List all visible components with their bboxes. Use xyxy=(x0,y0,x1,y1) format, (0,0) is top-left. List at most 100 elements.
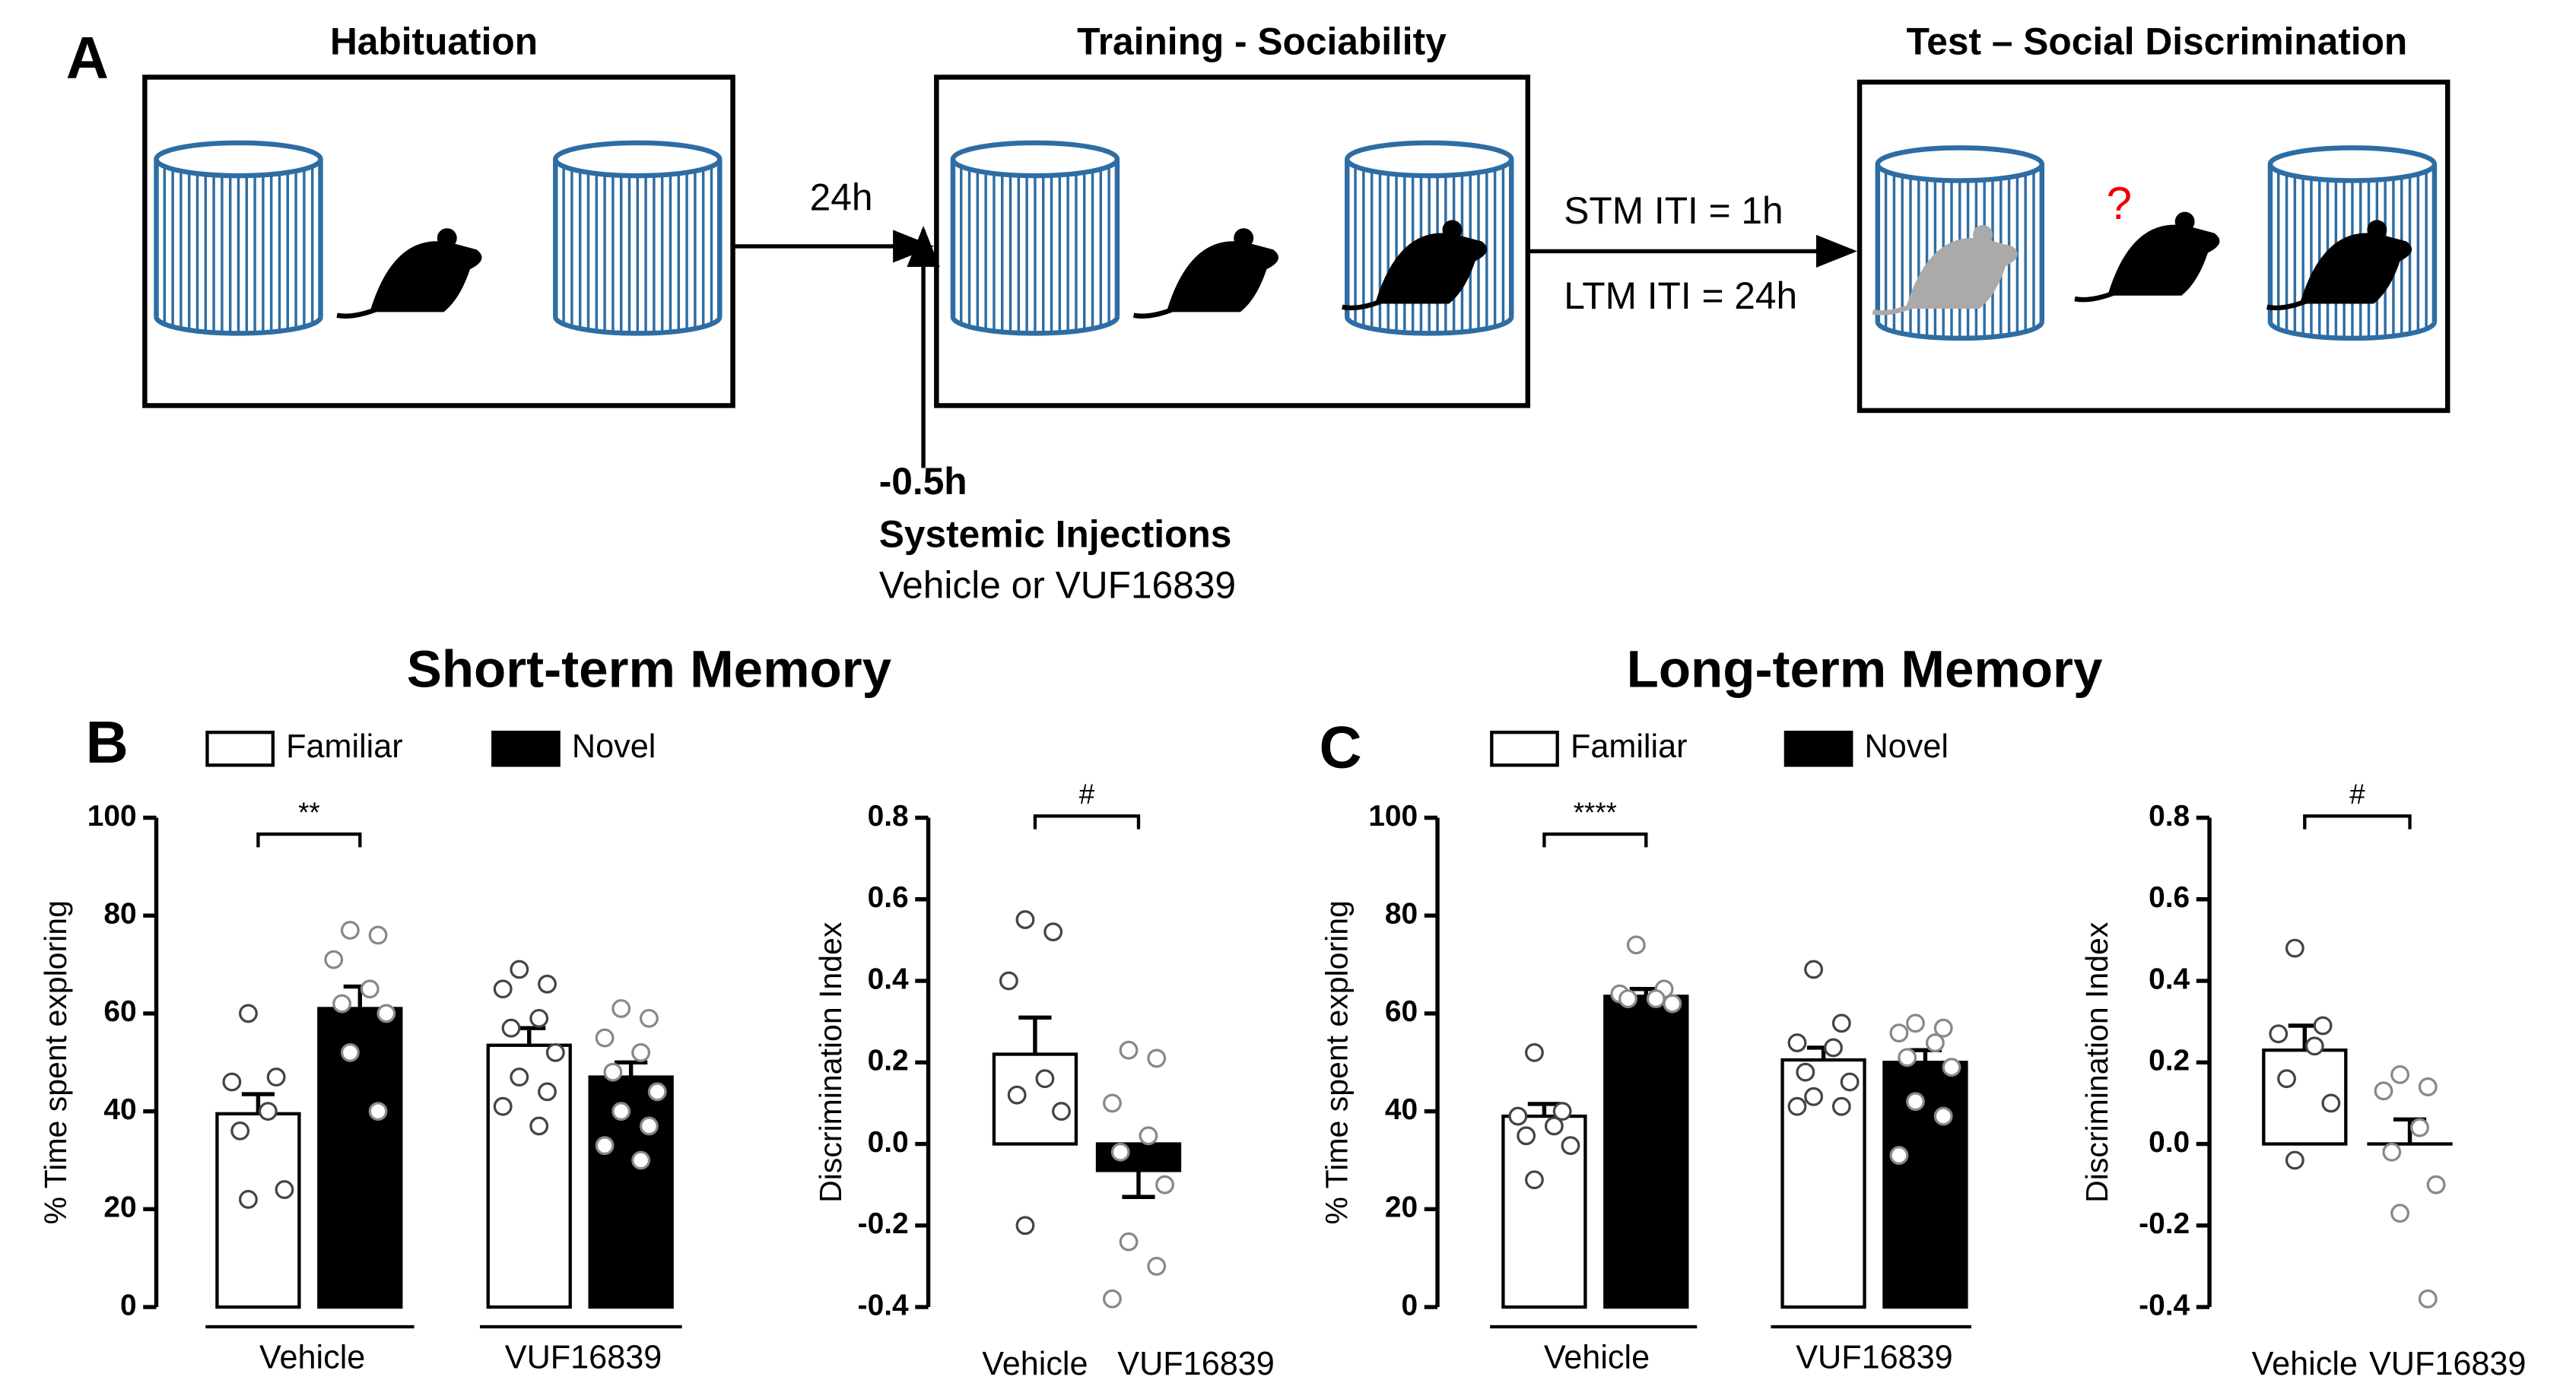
x-tick-label: Vehicle xyxy=(982,1346,1088,1382)
y-tick-label: 80 xyxy=(103,897,136,930)
section-title: Short-term Memory xyxy=(407,639,892,699)
data-point xyxy=(222,1072,242,1092)
data-point xyxy=(2321,1093,2341,1113)
data-point xyxy=(368,925,388,945)
y-tick-label: 20 xyxy=(103,1191,136,1224)
data-point xyxy=(1804,1087,1823,1106)
data-point xyxy=(2277,1069,2296,1089)
bar xyxy=(992,1052,1078,1146)
data-point xyxy=(639,1008,659,1028)
x-tick-label: Vehicle xyxy=(2252,1346,2358,1382)
data-point xyxy=(545,1042,565,1062)
injection-title: Systemic Injections xyxy=(879,512,1232,555)
mouse xyxy=(1905,237,2018,309)
y-tick-label: -0.4 xyxy=(2139,1289,2190,1321)
data-point xyxy=(1831,1014,1851,1033)
cage-top xyxy=(553,140,723,179)
y-tick-label: 0.4 xyxy=(868,963,909,995)
delay-label: 24h xyxy=(810,176,873,219)
mouse-ear xyxy=(1442,220,1463,240)
cage-bottom xyxy=(1345,316,1514,336)
data-point xyxy=(647,1082,667,1102)
data-point xyxy=(538,1082,557,1102)
data-point xyxy=(1147,1048,1167,1068)
data-point xyxy=(1007,1085,1027,1105)
y-tick-label: 0.6 xyxy=(2149,881,2190,914)
mouse-ear xyxy=(2367,220,2387,240)
data-point xyxy=(2418,1077,2438,1096)
data-point xyxy=(501,1018,521,1038)
legend-label: Novel xyxy=(1865,728,1949,765)
y-axis-label: % Time spent exploring xyxy=(38,900,73,1224)
y-tick-label: 0.8 xyxy=(868,800,909,833)
data-point xyxy=(1525,1042,1544,1062)
data-point xyxy=(1824,1038,1843,1058)
data-point xyxy=(340,1042,360,1062)
data-point xyxy=(2304,1036,2324,1056)
panel-label: B xyxy=(86,710,129,776)
iti-label: LTM ITI = 24h xyxy=(1564,274,1797,317)
data-point xyxy=(1618,989,1637,1009)
bar xyxy=(1603,995,1689,1309)
y-tick-label: 0 xyxy=(120,1289,137,1321)
y-tick-label: 0.6 xyxy=(868,881,909,914)
bar xyxy=(588,1075,674,1309)
significance-bracket xyxy=(2303,814,2412,830)
mouse-ear xyxy=(1973,224,1993,245)
arena xyxy=(142,75,735,408)
y-tick-label: -0.4 xyxy=(858,1289,909,1321)
cage-bottom xyxy=(154,316,323,336)
data-point xyxy=(239,1190,258,1209)
mouse-tail xyxy=(2266,298,2309,311)
bar xyxy=(1095,1142,1182,1172)
mouse-tail xyxy=(1132,306,1176,319)
panel-label: A xyxy=(66,26,109,91)
mouse xyxy=(370,241,482,312)
data-point xyxy=(1942,1058,1961,1077)
cage-bottom xyxy=(1875,321,2045,341)
data-point xyxy=(2285,1150,2304,1170)
significance-bracket xyxy=(1033,814,1141,830)
data-point xyxy=(1119,1232,1139,1251)
mouse-ear xyxy=(437,228,457,249)
data-point xyxy=(376,1004,396,1023)
data-point xyxy=(1646,989,1666,1009)
cage-bottom xyxy=(553,316,723,336)
mouse-tail xyxy=(2074,290,2117,303)
data-point xyxy=(1015,910,1035,929)
data-point xyxy=(266,1067,286,1087)
y-tick-label: 0.4 xyxy=(2149,963,2190,995)
mouse-tail xyxy=(1872,303,1915,316)
mouse-ear xyxy=(2174,211,2195,232)
data-point xyxy=(595,1136,615,1156)
data-point xyxy=(2382,1142,2402,1162)
y-tick-label: 0.2 xyxy=(2149,1045,2190,1077)
significance-label: # xyxy=(2349,779,2365,810)
data-point xyxy=(1840,1072,1860,1092)
data-point xyxy=(1933,1018,1953,1038)
mouse xyxy=(2107,224,2220,296)
mouse xyxy=(1166,241,1278,312)
y-tick-label: 20 xyxy=(1385,1191,1418,1224)
arena xyxy=(1857,79,2451,414)
data-point xyxy=(1110,1142,1130,1162)
data-point xyxy=(529,1008,549,1028)
stage-title: Test – Social Discrimination xyxy=(1907,20,2408,62)
data-point xyxy=(1052,1102,1071,1121)
data-point xyxy=(1906,1014,1925,1033)
mouse-tail xyxy=(336,306,380,319)
data-point xyxy=(595,1028,615,1048)
data-point xyxy=(332,994,351,1014)
data-point xyxy=(631,1150,651,1170)
data-point xyxy=(510,960,529,979)
data-point xyxy=(324,950,344,969)
data-point xyxy=(1787,1033,1807,1052)
cage-top xyxy=(2267,145,2438,183)
bar xyxy=(215,1112,301,1309)
x-tick-label: Vehicle xyxy=(1544,1340,1650,1376)
y-tick-label: -0.2 xyxy=(858,1207,909,1240)
x-tick-label: VUF16839 xyxy=(1796,1340,1952,1376)
data-point xyxy=(1663,994,1682,1014)
data-point xyxy=(2374,1081,2393,1101)
data-point xyxy=(1147,1257,1167,1276)
